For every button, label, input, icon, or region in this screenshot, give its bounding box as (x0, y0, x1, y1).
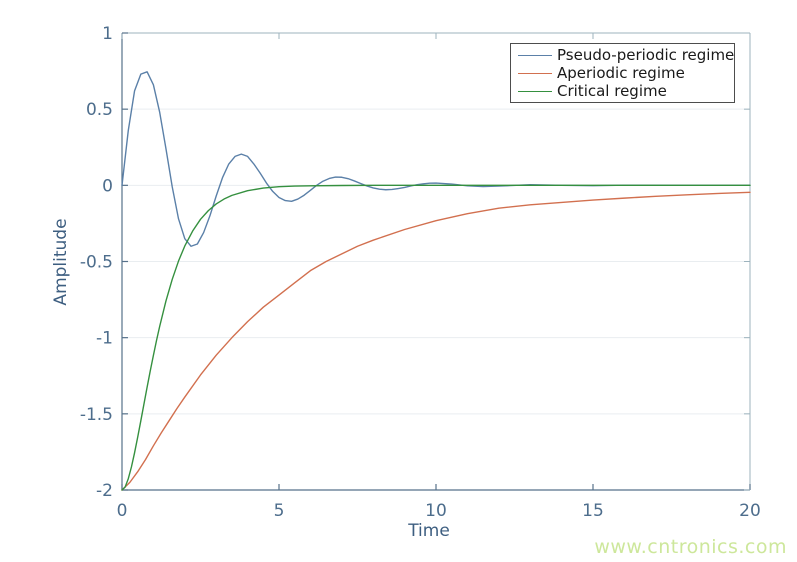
x-tick-label: 0 (117, 501, 128, 521)
legend-line-sample-aperiodic (518, 72, 552, 74)
watermark: www.cntronics.com (594, 536, 787, 558)
legend-label: Pseudo-periodic regime (557, 46, 735, 64)
legend-label: Critical regime (557, 82, 667, 100)
legend-line-sample-pseudo-periodic (518, 54, 552, 56)
legend: Pseudo-periodic regime Aperiodic regime … (510, 43, 735, 103)
series-aperiodic-regime (121, 191, 751, 491)
legend-item: Aperiodic regime (511, 64, 734, 82)
y-tick-label: 0.5 (86, 100, 113, 120)
y-tick-label: -1.5 (80, 405, 113, 425)
x-tick-label: 20 (739, 501, 761, 521)
legend-item: Pseudo-periodic regime (511, 46, 734, 64)
legend-label: Aperiodic regime (557, 64, 685, 82)
series-critical-regime (121, 184, 751, 491)
x-tick-label: 5 (274, 501, 285, 521)
x-axis-label: Time (408, 521, 450, 541)
y-tick-label: -2 (96, 481, 113, 501)
y-tick-label: -0.5 (80, 253, 113, 273)
x-tick-label: 10 (425, 501, 447, 521)
y-tick-label: 1 (102, 24, 113, 44)
x-tick-label: 15 (582, 501, 604, 521)
legend-line-sample-critical (518, 90, 552, 92)
y-tick-label: 0 (102, 176, 113, 196)
series-pseudo-periodic-regime (121, 71, 751, 247)
y-tick-label: -1 (96, 329, 113, 349)
y-axis-label: Amplitude (51, 218, 71, 306)
legend-item: Critical regime (511, 82, 734, 100)
